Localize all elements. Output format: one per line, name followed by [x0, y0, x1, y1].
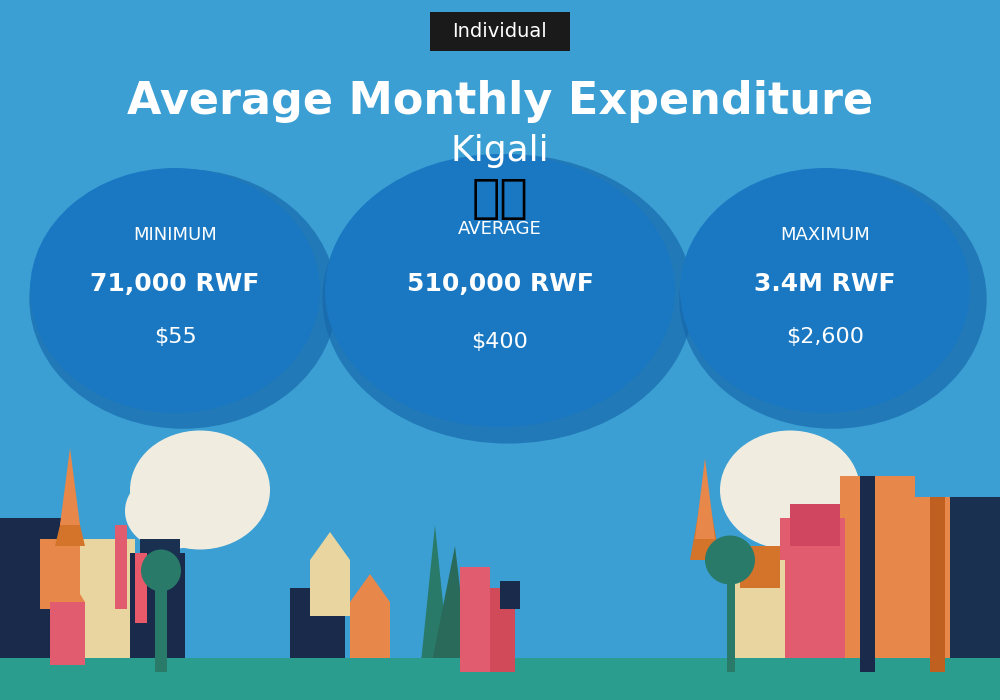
FancyBboxPatch shape [780, 518, 845, 672]
Text: MINIMUM: MINIMUM [133, 226, 217, 244]
FancyBboxPatch shape [0, 658, 1000, 700]
Polygon shape [695, 458, 715, 539]
Text: AVERAGE: AVERAGE [458, 220, 542, 238]
FancyBboxPatch shape [310, 560, 350, 616]
Polygon shape [420, 525, 450, 672]
FancyBboxPatch shape [130, 553, 185, 672]
Text: $400: $400 [472, 332, 528, 352]
FancyBboxPatch shape [860, 476, 875, 672]
FancyBboxPatch shape [950, 497, 1000, 672]
Ellipse shape [679, 169, 987, 428]
Polygon shape [60, 448, 80, 525]
Ellipse shape [680, 168, 970, 413]
Ellipse shape [141, 550, 181, 592]
Ellipse shape [29, 169, 337, 428]
Text: MAXIMUM: MAXIMUM [780, 226, 870, 244]
FancyBboxPatch shape [350, 602, 390, 672]
FancyBboxPatch shape [140, 539, 180, 581]
FancyBboxPatch shape [460, 567, 490, 672]
Text: $2,600: $2,600 [786, 327, 864, 347]
Ellipse shape [775, 473, 865, 550]
FancyBboxPatch shape [115, 525, 127, 609]
Polygon shape [350, 574, 390, 602]
FancyBboxPatch shape [155, 574, 167, 672]
FancyBboxPatch shape [430, 12, 570, 51]
FancyBboxPatch shape [930, 497, 945, 672]
FancyBboxPatch shape [790, 504, 840, 546]
Text: $55: $55 [154, 327, 196, 347]
FancyBboxPatch shape [290, 588, 345, 672]
Text: 71,000 RWF: 71,000 RWF [90, 272, 260, 296]
FancyBboxPatch shape [40, 539, 80, 609]
Ellipse shape [325, 154, 675, 427]
FancyBboxPatch shape [0, 518, 70, 672]
Polygon shape [690, 476, 720, 560]
FancyBboxPatch shape [50, 602, 85, 665]
Text: Individual: Individual [453, 22, 547, 41]
Ellipse shape [125, 473, 215, 550]
Text: Kigali: Kigali [451, 134, 549, 167]
FancyBboxPatch shape [135, 553, 147, 623]
FancyBboxPatch shape [500, 581, 520, 609]
Ellipse shape [720, 430, 860, 550]
Text: Average Monthly Expenditure: Average Monthly Expenditure [127, 80, 873, 123]
Polygon shape [430, 546, 470, 672]
Polygon shape [50, 574, 85, 602]
Text: 510,000 RWF: 510,000 RWF [407, 272, 593, 295]
Ellipse shape [705, 536, 755, 584]
Ellipse shape [130, 430, 270, 550]
Ellipse shape [30, 168, 320, 413]
FancyBboxPatch shape [840, 476, 915, 672]
FancyBboxPatch shape [70, 539, 135, 672]
FancyBboxPatch shape [910, 497, 1000, 672]
Polygon shape [55, 483, 85, 546]
FancyBboxPatch shape [490, 588, 515, 672]
Text: 3.4M RWF: 3.4M RWF [754, 272, 896, 296]
Text: 🇷🇼: 🇷🇼 [472, 177, 528, 222]
Ellipse shape [322, 154, 694, 444]
FancyBboxPatch shape [730, 560, 785, 672]
Polygon shape [310, 532, 350, 560]
FancyBboxPatch shape [727, 560, 735, 672]
FancyBboxPatch shape [740, 546, 780, 588]
